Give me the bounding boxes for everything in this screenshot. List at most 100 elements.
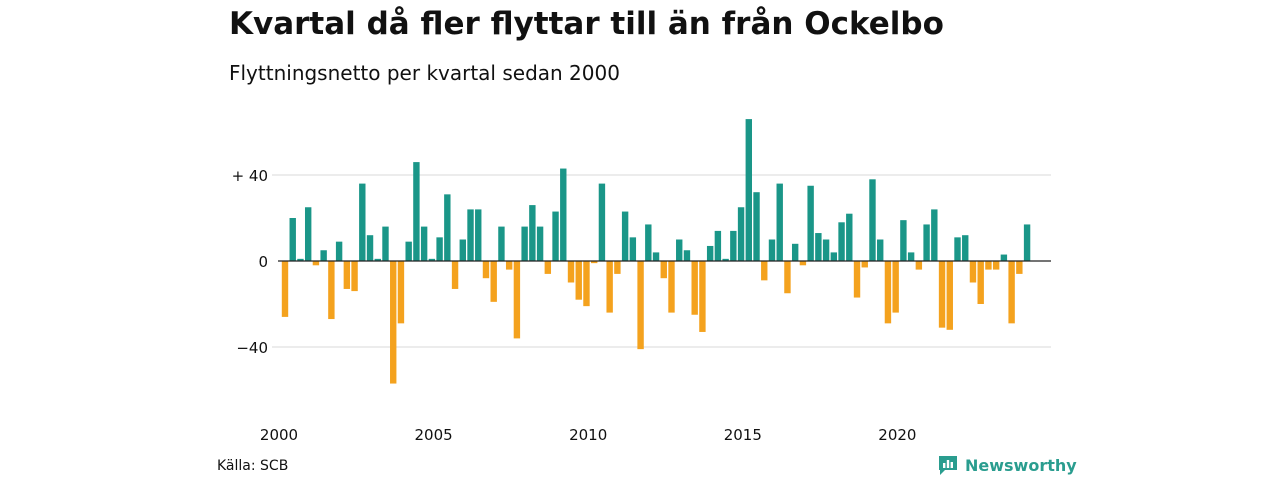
bar bbox=[591, 261, 598, 264]
bar bbox=[753, 192, 760, 261]
bar bbox=[598, 183, 606, 261]
bar bbox=[915, 261, 923, 270]
x-tick-label: 2005 bbox=[415, 426, 453, 444]
bar bbox=[683, 250, 691, 261]
bar bbox=[907, 252, 915, 261]
bar bbox=[768, 239, 776, 261]
bar bbox=[652, 252, 660, 261]
bar bbox=[969, 261, 977, 283]
bar bbox=[992, 261, 1000, 270]
bar bbox=[529, 205, 536, 261]
bar bbox=[676, 239, 683, 261]
x-tick-label: 2015 bbox=[724, 426, 762, 444]
bar bbox=[575, 261, 582, 300]
bar bbox=[490, 261, 497, 302]
bar bbox=[977, 261, 984, 304]
bar bbox=[583, 261, 590, 307]
bar bbox=[614, 261, 621, 274]
bar bbox=[645, 224, 652, 261]
bar bbox=[390, 261, 397, 384]
bar bbox=[281, 261, 289, 317]
bar bbox=[853, 261, 861, 298]
bar bbox=[938, 261, 946, 328]
bar bbox=[621, 211, 629, 261]
x-tick-label: 2000 bbox=[260, 426, 298, 444]
bar bbox=[304, 207, 312, 261]
bar bbox=[1008, 261, 1015, 324]
bar bbox=[475, 209, 482, 261]
bar bbox=[745, 119, 752, 261]
x-tick-label: 2010 bbox=[569, 426, 607, 444]
bar bbox=[1016, 261, 1023, 274]
bar bbox=[343, 261, 351, 289]
grid-lines bbox=[272, 174, 1051, 348]
bar bbox=[1023, 224, 1031, 261]
bar bbox=[420, 226, 428, 261]
bar bbox=[436, 237, 443, 261]
bar bbox=[931, 209, 938, 261]
bar bbox=[413, 162, 420, 261]
bar bbox=[722, 258, 729, 261]
bar bbox=[335, 241, 343, 261]
bar bbox=[985, 261, 992, 270]
y-axis-ticks: + 40 0 −40 bbox=[232, 167, 268, 357]
bar bbox=[560, 168, 567, 261]
bar bbox=[637, 261, 644, 350]
bar bbox=[351, 261, 358, 292]
bar bbox=[962, 235, 969, 261]
bar bbox=[521, 226, 528, 261]
bar bbox=[552, 211, 559, 261]
bar bbox=[536, 226, 544, 261]
bar-chart: + 40 0 −40 2000 2005 2010 2015 2020 bbox=[232, 119, 1051, 444]
bar bbox=[629, 237, 637, 261]
bar bbox=[900, 220, 907, 261]
bars bbox=[281, 119, 1031, 384]
bar bbox=[513, 261, 521, 339]
bar bbox=[892, 261, 899, 313]
bar bbox=[482, 261, 490, 279]
bar bbox=[297, 258, 304, 261]
bar bbox=[799, 261, 807, 266]
x-tick-label: 2020 bbox=[878, 426, 916, 444]
chart-bubble-icon bbox=[939, 456, 957, 475]
bar bbox=[289, 218, 296, 261]
bar bbox=[830, 252, 838, 261]
bar bbox=[451, 261, 459, 289]
bar bbox=[467, 209, 474, 261]
bar bbox=[869, 179, 876, 261]
bar bbox=[737, 207, 745, 261]
bar bbox=[822, 239, 830, 261]
brand-logo[interactable]: Newsworthy bbox=[937, 454, 1077, 476]
bar bbox=[877, 239, 884, 261]
bar bbox=[791, 243, 799, 261]
bar bbox=[691, 261, 698, 315]
y-tick-label: −40 bbox=[236, 339, 268, 357]
bar bbox=[397, 261, 405, 324]
y-tick-label: + 40 bbox=[232, 167, 268, 185]
bar bbox=[838, 222, 845, 261]
bar bbox=[405, 241, 412, 261]
bar bbox=[714, 230, 722, 261]
bar bbox=[954, 237, 961, 261]
bar bbox=[861, 261, 868, 268]
bar bbox=[730, 230, 737, 261]
bar bbox=[776, 183, 783, 261]
bar bbox=[884, 261, 892, 324]
bar bbox=[606, 261, 613, 313]
bar bbox=[328, 261, 335, 320]
bar bbox=[807, 185, 814, 261]
bar bbox=[505, 261, 513, 270]
bar bbox=[784, 261, 791, 294]
chart-subtitle: Flyttningsnetto per kvartal sedan 2000 bbox=[229, 61, 620, 85]
bar bbox=[544, 261, 552, 274]
x-axis-ticks: 2000 2005 2010 2015 2020 bbox=[260, 426, 917, 444]
bar bbox=[366, 235, 374, 261]
bar bbox=[359, 183, 366, 261]
bar bbox=[428, 258, 436, 261]
brand-name: Newsworthy bbox=[965, 455, 1077, 475]
bar bbox=[946, 261, 953, 330]
bar bbox=[567, 261, 575, 283]
bar bbox=[498, 226, 505, 261]
bar bbox=[668, 261, 675, 313]
bar bbox=[459, 239, 466, 261]
